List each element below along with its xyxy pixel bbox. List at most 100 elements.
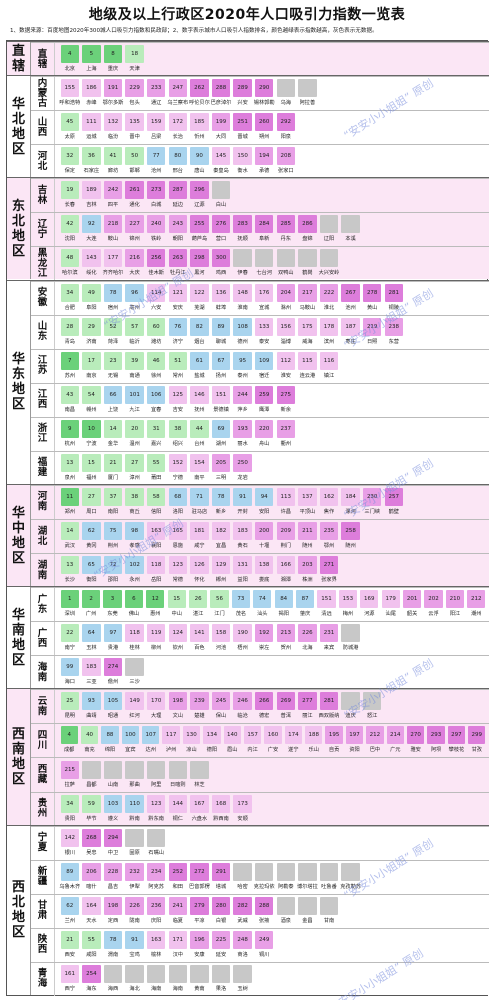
province-block: 福建 13 泉州 15 福州 21 厦门 27 漳州 55 莆田 152 宁德 154 南平 205 三明 250… xyxy=(31,450,489,485)
rank-value: 268 xyxy=(82,828,101,847)
city-cell: 大兴安岭 xyxy=(318,249,340,283)
rank-value: 26 xyxy=(188,590,208,609)
rank-value: 269 xyxy=(276,692,296,711)
city-cell: 119 柳州 xyxy=(145,624,167,658)
city-cell: 76 济宁 xyxy=(167,317,189,352)
rank-value: 209 xyxy=(276,522,296,541)
rank-value: 62 xyxy=(60,896,80,915)
rank-value xyxy=(319,249,339,268)
rank-value: 169 xyxy=(360,590,379,609)
rank-value: 129 xyxy=(211,556,231,575)
city-cell: 91 开封 xyxy=(232,487,254,522)
province-block: 青海 161 西宁 254 海东 海西 海北 海南 海南 黄南 果洛 玉树 xyxy=(31,961,489,996)
city-cell: 69 湖州 xyxy=(210,419,232,454)
city-name: 福州 xyxy=(86,474,97,481)
city-name: 钦州 xyxy=(172,645,183,652)
rank-value: 69 xyxy=(211,419,231,438)
city-cell: 193 丽水 xyxy=(232,419,254,454)
city-name: 乐山 xyxy=(308,747,319,754)
city-cell: 177 齐齐哈尔 xyxy=(102,249,124,283)
region-block: 华中地区 河南 11 郑州 27 周口 37 南阳 38 商丘 58 信阳 68 洛阳 71 驻马店 78 新乡 9… xyxy=(7,483,489,588)
city-cell: 196 安康 xyxy=(189,930,211,965)
city-cell: 259 鹰潭 xyxy=(253,385,275,420)
city-cell: 126 怀化 xyxy=(189,556,211,590)
city-name: 大连 xyxy=(86,236,97,243)
city-name: 亳州 xyxy=(129,304,140,311)
city-name: 大同 xyxy=(215,134,227,141)
rank-value: 150 xyxy=(233,147,252,166)
rank-value: 217 xyxy=(298,283,317,302)
city-name: 遂宁 xyxy=(288,747,299,754)
city-cell: 山南 xyxy=(102,760,124,795)
rank-value: 179 xyxy=(381,590,400,609)
rank-value: 123 xyxy=(168,556,188,575)
city-name: 宁德 xyxy=(172,474,183,481)
city-cell: 176 宣城 xyxy=(253,283,275,318)
rank-value xyxy=(298,79,317,98)
rank-value: 89 xyxy=(60,862,80,881)
city-name: 德州 xyxy=(237,338,248,345)
city-name: 芜湖 xyxy=(194,304,205,311)
city-name: 果洛 xyxy=(215,985,227,992)
rank-value: 226 xyxy=(298,624,317,643)
city-cell: 181 咸宁 xyxy=(189,522,211,556)
city-name: 本溪 xyxy=(345,236,356,243)
city-name: 淮北 xyxy=(323,304,335,311)
city-name: 曲靖 xyxy=(86,713,97,720)
rank-value: 92 xyxy=(82,215,101,234)
city-name: 昌都 xyxy=(86,781,97,788)
rank-value: 204 xyxy=(276,283,296,302)
city-cell: 195 自贡 xyxy=(324,726,344,760)
city-cell: 昌都 xyxy=(81,760,103,795)
rank-value: 208 xyxy=(276,147,296,166)
city-name: 益阳 xyxy=(237,577,248,584)
rank-value: 133 xyxy=(254,317,274,336)
city-cell: 50 邯郸 xyxy=(124,147,146,181)
rank-value: 185 xyxy=(190,113,209,132)
city-name: 大兴安岭 xyxy=(318,270,340,277)
city-cell: 160 广安 xyxy=(263,726,283,760)
city-name: 青岛 xyxy=(64,338,75,345)
city-cell: 148 淮南 xyxy=(232,283,254,318)
region-name: 东北地区 xyxy=(7,178,31,280)
city-name: 平凉 xyxy=(194,917,205,924)
city-name: 淮南 xyxy=(237,304,248,311)
rank-value: 155 xyxy=(60,79,80,98)
rank-value: 270 xyxy=(406,726,425,745)
city-cell: 日喀则 xyxy=(167,760,189,795)
rank-value: 10 xyxy=(82,419,101,438)
city-cell: 135 晋中 xyxy=(124,113,146,147)
city-name: 安顺 xyxy=(237,815,248,822)
city-cell: 11 郑州 xyxy=(59,487,81,522)
rank-value: 103 xyxy=(103,794,123,813)
city-name: 信阳 xyxy=(150,508,162,515)
city-cell: 那曲 xyxy=(124,760,146,795)
city-cell: 192 崇左 xyxy=(253,624,275,658)
rank-value: 153 xyxy=(338,590,358,609)
rank-value: 214 xyxy=(386,726,404,745)
city-cell: 61 盐城 xyxy=(189,351,211,386)
city-cell: 92 大连 xyxy=(81,215,103,249)
city-cell: 247 乌兰察布 xyxy=(167,79,189,113)
city-name: 漳州 xyxy=(129,474,140,481)
city-name: 吕梁 xyxy=(150,134,162,141)
city-cell: 214 广元 xyxy=(385,726,405,760)
city-name: 拉萨 xyxy=(64,781,75,788)
city-name: 铜川 xyxy=(258,951,270,958)
province-name: 浙江 xyxy=(31,417,55,451)
city-cell: 234 阿克苏 xyxy=(145,862,167,897)
rank-value: 73 xyxy=(231,590,251,609)
city-cell: 74 汕头 xyxy=(252,590,273,624)
city-cell: 151 景德镇 xyxy=(210,385,232,420)
city-cell: 296 辽源 xyxy=(189,181,211,215)
rank-value: 93 xyxy=(82,692,101,711)
rank-value xyxy=(276,249,296,268)
city-name: 伊犁 xyxy=(129,883,140,890)
rank-value: 199 xyxy=(211,113,231,132)
city-name: 三沙 xyxy=(129,679,140,686)
city-name: 衢州 xyxy=(280,440,291,447)
province-name: 河南 xyxy=(31,485,55,519)
city-name: 玉树 xyxy=(237,985,248,992)
city-name: 徐州 xyxy=(150,372,162,379)
rank-value: 194 xyxy=(254,147,274,166)
